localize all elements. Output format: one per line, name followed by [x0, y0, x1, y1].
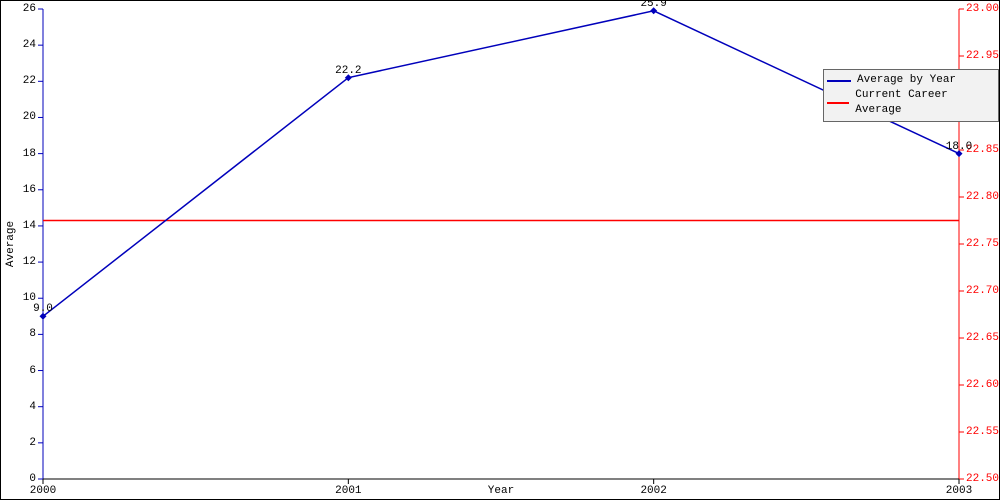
chart-container: 02468101214161820222426 22.5022.5522.602… [0, 0, 1000, 500]
y-right-tick: 22.65 [966, 332, 999, 344]
y-left-tick: 12 [18, 256, 36, 268]
y-right-tick: 22.75 [966, 238, 999, 250]
y-left-tick: 14 [18, 220, 36, 232]
legend-item-career: Current Career Average [827, 88, 990, 118]
x-tick: 2003 [946, 485, 972, 497]
y-right-tick: 22.70 [966, 285, 999, 297]
y-right-tick: 22.80 [966, 191, 999, 203]
legend-item-series: Average by Year [827, 73, 990, 88]
x-tick: 2000 [30, 485, 56, 497]
y-right-tick: 22.95 [966, 50, 999, 62]
y-left-tick: 4 [18, 401, 36, 413]
legend-label-series: Average by Year [857, 73, 956, 88]
data-point-label: 25.9 [640, 0, 666, 10]
y-left-tick: 26 [18, 3, 36, 15]
y-left-tick: 0 [18, 473, 36, 485]
average-by-year-line [43, 11, 959, 317]
legend: Average by Year Current Career Average [823, 69, 999, 122]
y-left-tick: 8 [18, 328, 36, 340]
y-axis-label: Average [5, 221, 17, 267]
x-axis-label: Year [488, 485, 514, 497]
x-tick: 2001 [335, 485, 361, 497]
data-point-label: 9.0 [33, 303, 53, 315]
y-left-tick: 20 [18, 111, 36, 123]
y-left-tick: 18 [18, 148, 36, 160]
legend-label-career: Current Career Average [855, 88, 990, 118]
legend-swatch-series [827, 80, 851, 82]
y-left-tick: 6 [18, 365, 36, 377]
y-right-tick: 22.60 [966, 379, 999, 391]
y-left-tick: 16 [18, 184, 36, 196]
y-left-tick: 22 [18, 75, 36, 87]
y-right-tick: 22.55 [966, 426, 999, 438]
data-point-label: 22.2 [335, 64, 361, 76]
y-left-tick: 24 [18, 39, 36, 51]
data-point-label: 18.0 [946, 140, 972, 152]
x-tick: 2002 [640, 485, 666, 497]
y-right-tick: 23.00 [966, 3, 999, 15]
y-right-tick: 22.50 [966, 473, 999, 485]
y-left-tick: 2 [18, 437, 36, 449]
legend-swatch-career [827, 102, 849, 104]
